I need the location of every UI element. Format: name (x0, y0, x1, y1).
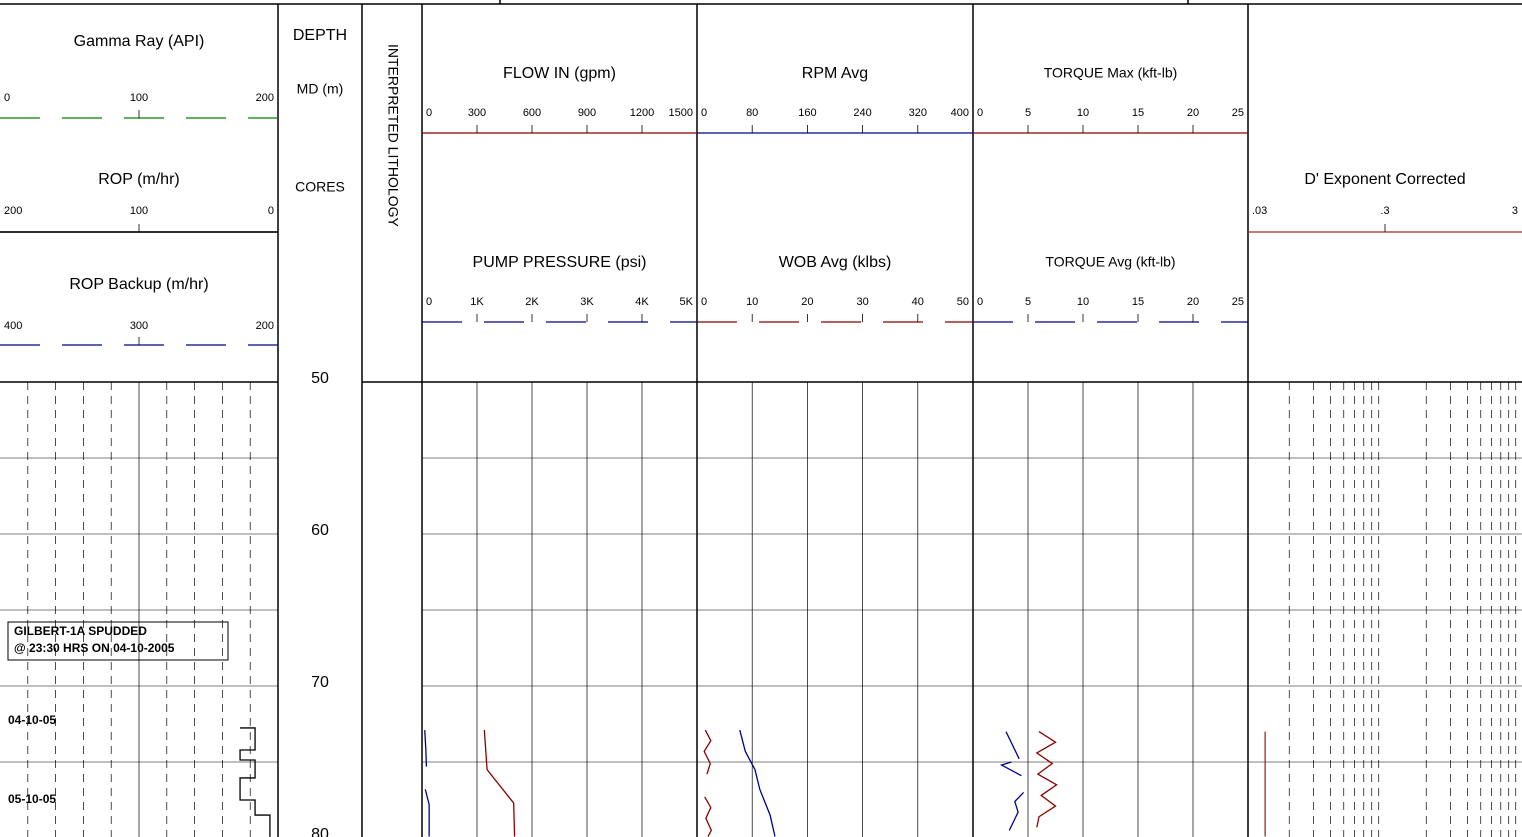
log-curve (999, 761, 1022, 777)
spud-box (7, 621, 229, 661)
scale-label: 600 (523, 107, 541, 119)
spud-note: GILBERT-1A SPUDDED (14, 624, 147, 638)
scale-label: 5 (1025, 296, 1031, 308)
log-curve (739, 729, 776, 837)
scale-label: .03 (1252, 205, 1267, 217)
depth-unit: MD (m) (297, 81, 344, 97)
log-curve (424, 789, 430, 837)
scale-label: 15 (1132, 296, 1144, 308)
scale-label: 25 (1232, 296, 1244, 308)
scale-label: 0 (426, 107, 432, 119)
scale-label: 1K (470, 296, 484, 308)
scale-label: 400 (4, 320, 22, 332)
scale-label: 3K (580, 296, 594, 308)
scale-label: 20 (1187, 296, 1199, 308)
log-curve (424, 730, 428, 767)
scale-label: 1500 (669, 107, 693, 119)
scale-label: 4K (635, 296, 649, 308)
scale-label: 100 (130, 205, 148, 217)
scale-label: 240 (853, 107, 871, 119)
scale-label: 5 (1025, 107, 1031, 119)
scale-label: 100 (130, 92, 148, 104)
log-curve (239, 727, 271, 837)
scale-label: 0 (977, 107, 983, 119)
scale-label: 20 (801, 296, 813, 308)
scale-label: 3 (1512, 205, 1518, 217)
track-title: TORQUE Avg (kft-lb) (1045, 254, 1175, 270)
depth-title: DEPTH (293, 27, 347, 44)
scale-label: 80 (746, 107, 758, 119)
scale-label: 0 (4, 92, 10, 104)
scale-label: 320 (909, 107, 927, 119)
scale-label: 200 (256, 92, 274, 104)
track-title: Gamma Ray (API) (74, 33, 205, 50)
track-title: D' Exponent Corrected (1304, 171, 1465, 188)
depth-label: 50 (311, 370, 329, 387)
scale-label: 1200 (630, 107, 654, 119)
log-curve (1005, 731, 1020, 760)
scale-label: 0 (701, 296, 707, 308)
spud-note: @ 23:30 HRS ON 04-10-2005 (14, 641, 175, 655)
log-curve (704, 796, 713, 837)
scale-label: 0 (268, 205, 274, 217)
depth-label: 70 (311, 674, 329, 691)
track-title: PUMP PRESSURE (psi) (473, 254, 647, 271)
scale-label: 0 (426, 296, 432, 308)
track-title: TORQUE Max (kft-lb) (1044, 65, 1178, 81)
scale-label: 25 (1232, 107, 1244, 119)
log-curve (1008, 791, 1025, 831)
scale-label: 10 (1077, 296, 1089, 308)
scale-label: 5K (680, 296, 694, 308)
scale-label: 0 (701, 107, 707, 119)
date-label: 04-10-05 (8, 713, 56, 727)
scale-label: 300 (130, 320, 148, 332)
track-title: RPM Avg (802, 65, 868, 82)
track-title: ROP (m/hr) (98, 171, 179, 188)
depth-label: 60 (311, 522, 329, 539)
track-title: FLOW IN (gpm) (503, 65, 616, 82)
scale-label: 300 (468, 107, 486, 119)
log-curve (483, 730, 516, 837)
cores-label: CORES (295, 179, 345, 195)
lithology-title: INTERPRETED LITHOLOGY (385, 44, 401, 227)
scale-label: 200 (4, 205, 22, 217)
scale-label: 10 (746, 296, 758, 308)
scale-label: 20 (1187, 107, 1199, 119)
log-curve (703, 729, 712, 775)
scale-label: 15 (1132, 107, 1144, 119)
scale-label: 2K (525, 296, 539, 308)
date-label: 05-10-05 (8, 792, 56, 806)
scale-label: 40 (912, 296, 924, 308)
log-curve (1035, 731, 1058, 828)
scale-label: 900 (578, 107, 596, 119)
scale-label: 0 (977, 296, 983, 308)
depth-label: 80 (311, 826, 329, 837)
scale-label: 160 (798, 107, 816, 119)
scale-label: 30 (856, 296, 868, 308)
scale-label: 10 (1077, 107, 1089, 119)
track-title: WOB Avg (klbs) (779, 254, 892, 271)
scale-label: .3 (1380, 205, 1389, 217)
scale-label: 50 (957, 296, 969, 308)
track-title: ROP Backup (m/hr) (69, 276, 208, 293)
scale-label: 400 (951, 107, 969, 119)
scale-label: 200 (256, 320, 274, 332)
